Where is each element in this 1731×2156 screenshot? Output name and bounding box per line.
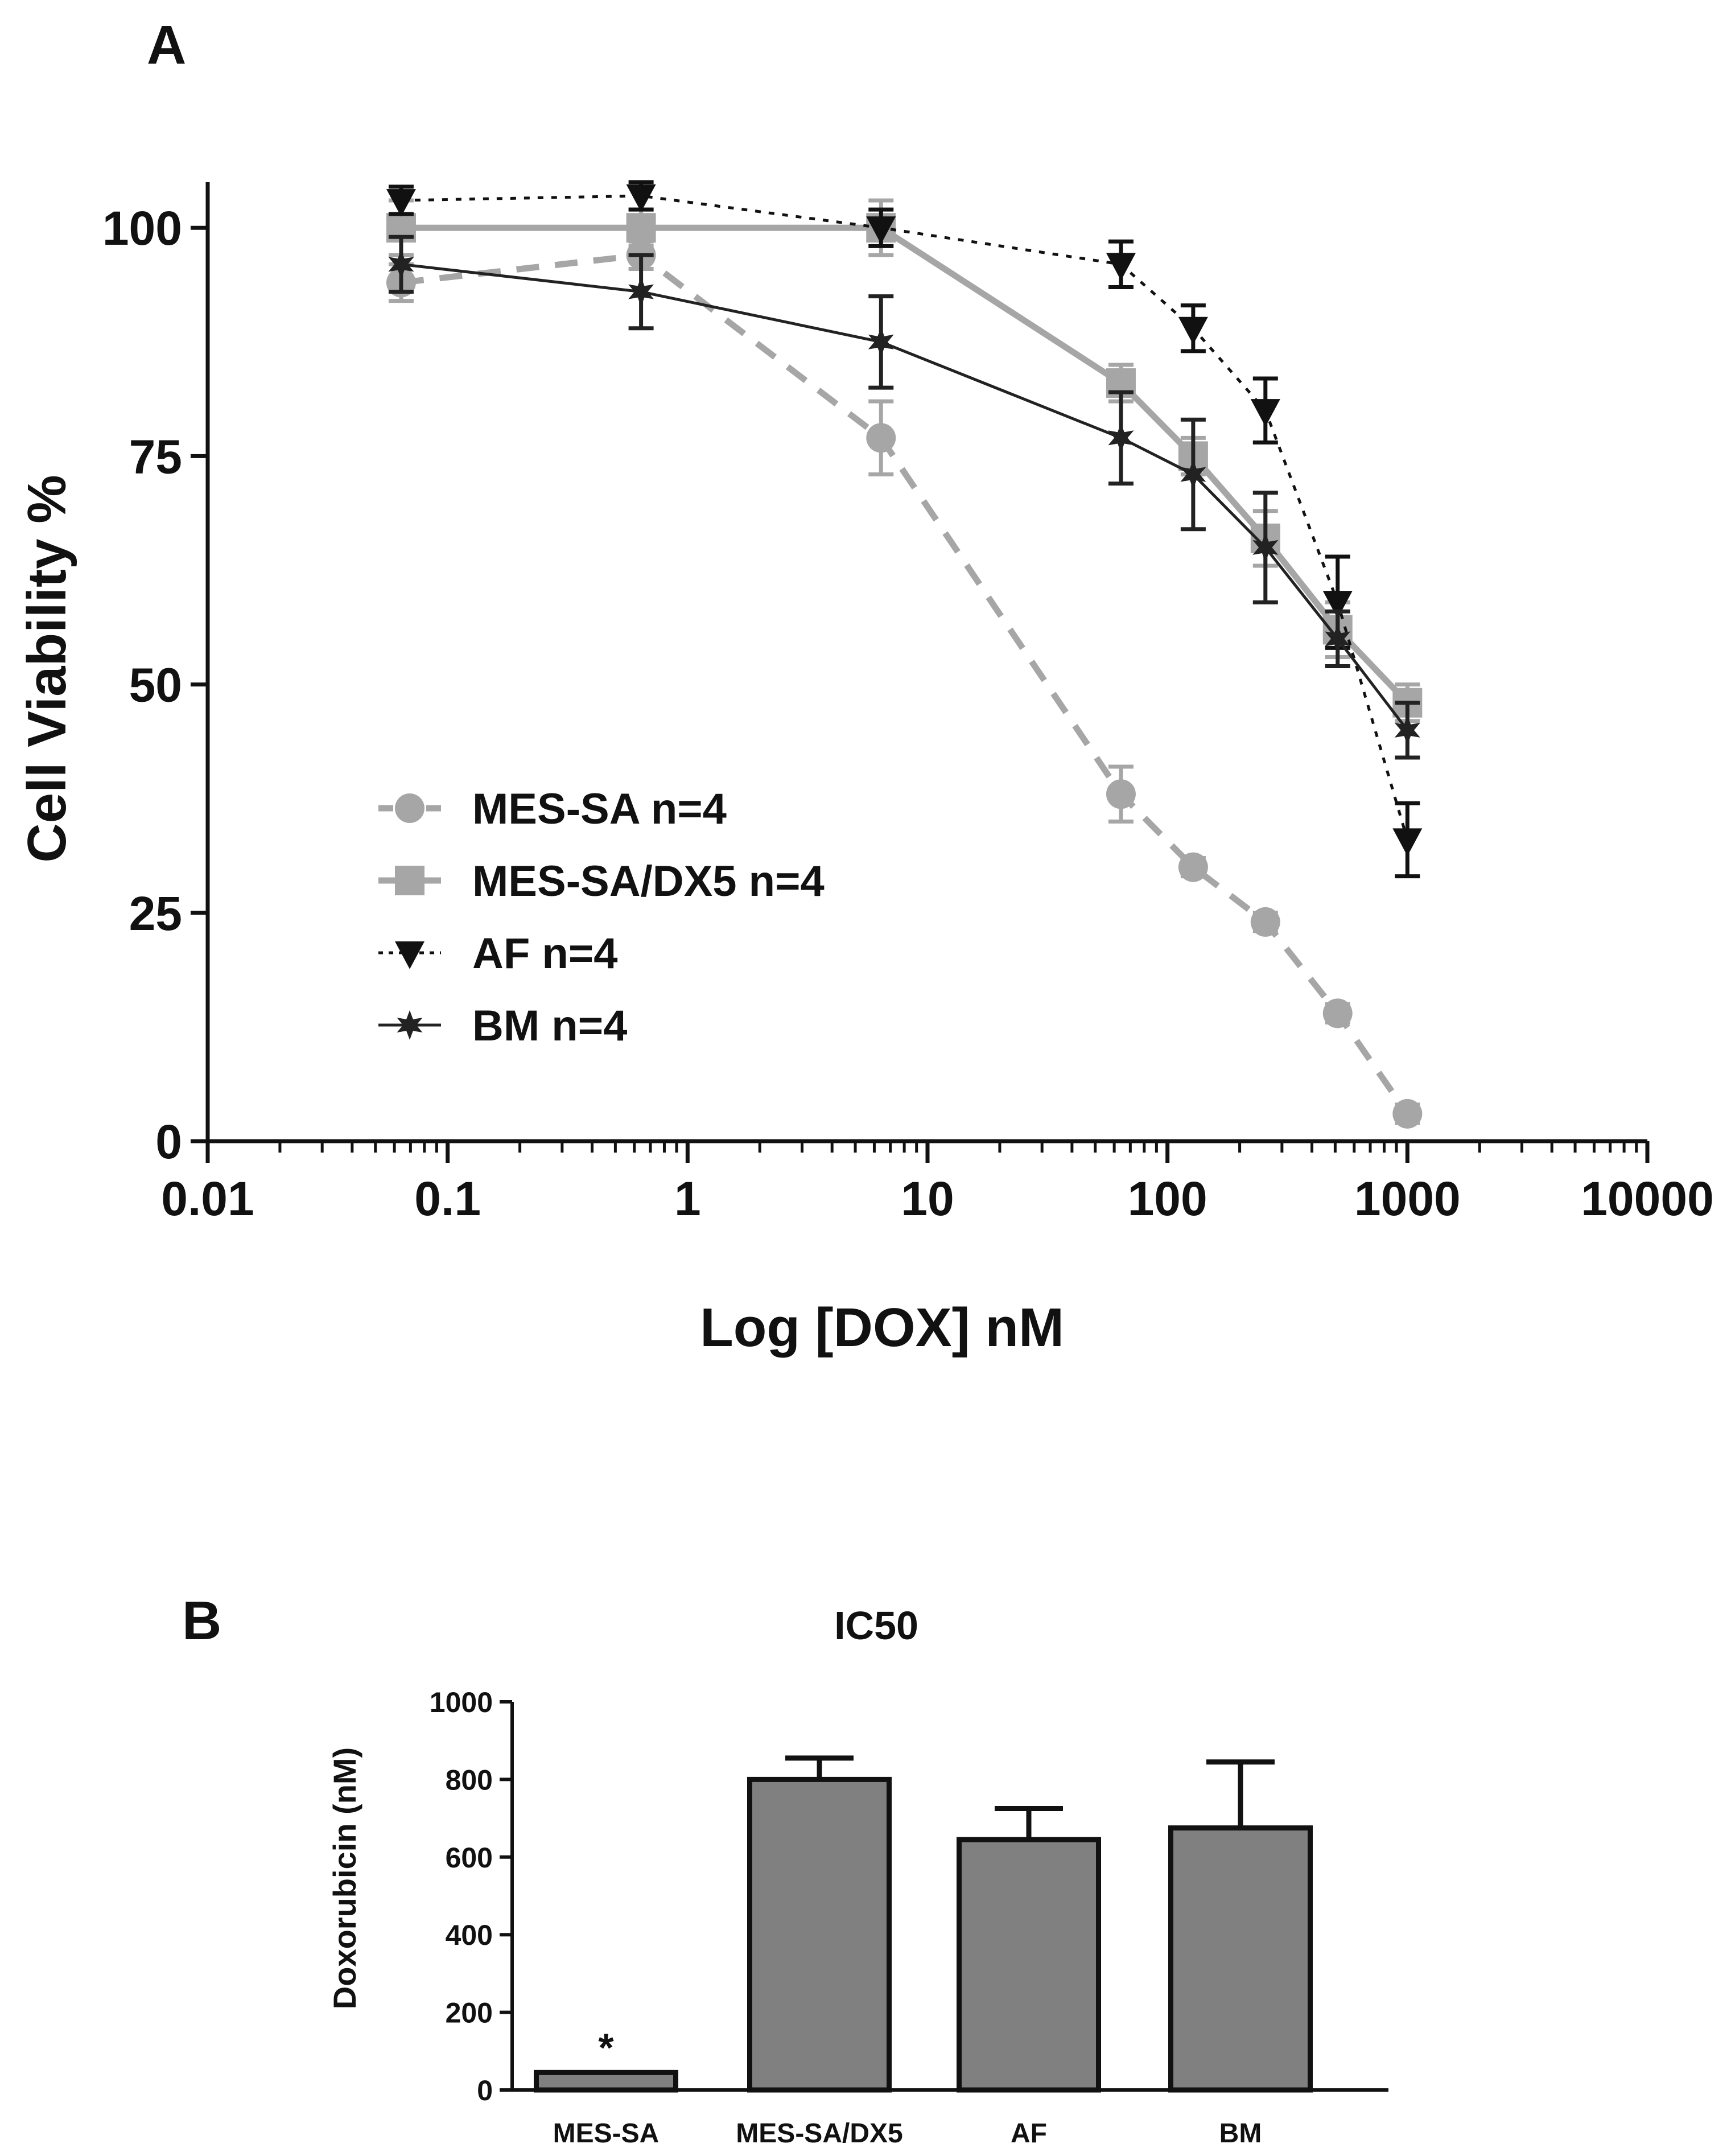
legend-marker [395, 941, 424, 969]
panel-a-y-tick-label: 100 [102, 201, 182, 255]
data-point [626, 184, 656, 212]
panel-b-y-axis-title: Doxorubicin (nM) [327, 1747, 362, 2009]
data-point [868, 327, 894, 357]
bar [747, 1776, 892, 2093]
series-line [401, 194, 1409, 841]
data-point [1392, 828, 1423, 857]
panel-b-y-tick-label: 1000 [430, 1686, 493, 1718]
panel-a-x-tick-label: 1 [674, 1172, 701, 1225]
data-point [386, 189, 416, 217]
bar [957, 1837, 1101, 2093]
data-point [1250, 399, 1280, 427]
panel-a-y-tick-label: 50 [129, 659, 182, 712]
data-point [1394, 715, 1420, 745]
series-line [401, 224, 1410, 705]
panel-b-axes: 0 200 400 600 800 1000 [430, 1686, 1388, 2106]
panel-b-title: IC50 [834, 1603, 918, 1648]
data-point [1325, 624, 1351, 654]
panel-a-x-axis-title: Log [DOX] nM [700, 1297, 1064, 1358]
data-point [1252, 532, 1279, 562]
panel-b-y-tick-label: 600 [446, 1842, 493, 1874]
legend-marker [397, 1010, 423, 1040]
series-af [386, 180, 1423, 879]
panel-a-y-tick-label: 25 [129, 887, 182, 940]
data-point [626, 213, 656, 243]
panel-a-x-tick-label: 0.1 [414, 1172, 481, 1225]
series-mes-sa-dx5 [386, 198, 1423, 723]
panel-a-x-tick-label: 1000 [1354, 1172, 1461, 1225]
data-point [628, 277, 654, 307]
panel-a-legend: MES-SA n=4 MES-SA/DX5 n=4 AF n=4 BM n=4 [378, 785, 825, 1050]
legend-label: MES-SA/DX5 n=4 [472, 857, 825, 906]
bar-category-label: AF [1011, 2118, 1047, 2149]
panel-a-x-tick-label: 10 [901, 1172, 954, 1225]
legend-label: BM n=4 [472, 1002, 627, 1050]
panel-b: B IC50 Doxorubicin (nM) 0 200 400 600 800 100… [182, 1590, 1388, 2149]
bar-category-label: MES-SA/DX5 [736, 2118, 902, 2149]
data-point [1180, 459, 1206, 489]
series-line [401, 262, 1409, 731]
panel-a-x-tick-label: 0.01 [161, 1172, 254, 1225]
data-point [388, 249, 414, 279]
legend-marker [395, 793, 424, 823]
series-line [401, 252, 1410, 1116]
data-point [866, 423, 896, 453]
legend-marker [395, 866, 424, 895]
data-point [866, 216, 896, 244]
data-point [1392, 1098, 1423, 1129]
bar-category-label: MES-SA [553, 2118, 660, 2149]
panel-b-y-tick-label: 400 [446, 1919, 493, 1951]
data-point [1250, 907, 1280, 937]
panel-b-y-tick-label: 800 [446, 1764, 493, 1796]
panel-a-x-tick-label: 100 [1128, 1172, 1207, 1225]
series-bm [388, 234, 1420, 760]
panel-a-letter: A [147, 15, 186, 76]
data-point [1178, 316, 1208, 345]
panel-b-y-tick-label: 200 [446, 1997, 493, 2029]
panel-b-bars: * MES-SA MES-SA/DX5 AF BM [534, 1755, 1313, 2149]
data-point [1322, 591, 1353, 619]
bar-category-label: BM [1219, 2118, 1262, 2149]
series-mes-sa [386, 239, 1423, 1129]
panel-a-x-tick-label: 10000 [1581, 1172, 1714, 1225]
significance-star: * [598, 2025, 614, 2069]
panel-a-y-tick-label: 0 [155, 1115, 182, 1168]
panel-b-letter: B [182, 1590, 221, 1651]
data-point [1106, 253, 1136, 281]
data-point [1322, 998, 1353, 1028]
panel-a-y-tick-label: 75 [129, 430, 182, 483]
panel-a-axes: 0 25 50 75 100 0.01 0.1 1 10 100 1000 10000 [102, 182, 1714, 1225]
panel-b-y-tick-label: 0 [477, 2075, 493, 2106]
legend-label: MES-SA n=4 [472, 785, 727, 833]
data-point [1106, 779, 1136, 809]
data-point [1178, 852, 1208, 882]
data-point [1108, 423, 1134, 453]
panel-a-y-axis-title: Cell Viability % [17, 475, 77, 862]
bar [534, 2069, 678, 2093]
panel-a: A 0 25 50 75 100 0.01 0.1 1 10 100 1000 10000 MES-S… [17, 15, 1714, 1358]
bar [1168, 1825, 1313, 2093]
legend-label: AF n=4 [472, 929, 618, 978]
panel-a-series [386, 180, 1423, 1129]
